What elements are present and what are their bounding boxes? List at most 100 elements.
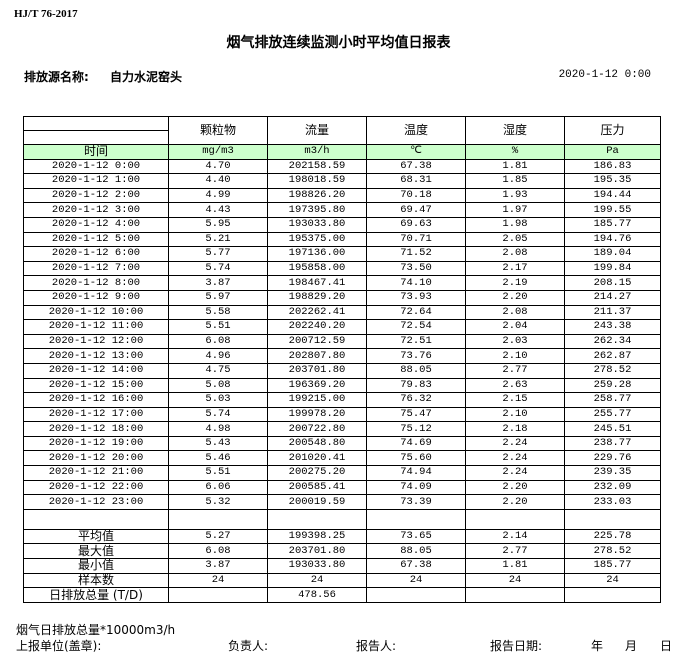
source-label: 排放源名称: <box>24 70 89 84</box>
summary-value: 24 <box>366 572 466 589</box>
value-cell: 262.87 <box>564 348 661 364</box>
value-cell: 200548.80 <box>267 435 367 452</box>
value-cell: 5.21 <box>168 231 268 248</box>
year-label: 年 <box>591 639 604 653</box>
value-cell: 238.77 <box>564 435 661 452</box>
header-row <box>23 130 661 145</box>
value-cell: 6.06 <box>168 479 268 496</box>
time-cell: 2020-1-12 9:00 <box>23 289 169 306</box>
value-cell: 74.94 <box>366 465 466 481</box>
value-cell: 5.08 <box>168 377 268 394</box>
time-cell: 2020-1-12 3:00 <box>23 202 169 218</box>
responsible-label: 负责人: <box>228 639 269 653</box>
summary-label: 日排放总量 (T/D) <box>23 587 169 603</box>
value-cell: 232.09 <box>564 479 661 496</box>
value-cell: 2.24 <box>465 435 565 452</box>
time-cell: 2020-1-12 4:00 <box>23 216 169 233</box>
value-cell: 5.43 <box>168 435 268 452</box>
table-row: 2020-1-12 23:00 5.32 200019.59 73.39 2.20 233… <box>23 494 661 510</box>
value-cell: 1.85 <box>465 173 565 189</box>
summary-value: 199398.25 <box>267 528 367 545</box>
value-cell: 233.03 <box>564 494 661 510</box>
time-cell: 2020-1-12 10:00 <box>23 304 169 321</box>
summary-label: 最小值 <box>23 558 169 574</box>
value-cell: 1.93 <box>465 187 565 204</box>
summary-value: 278.52 <box>564 543 661 560</box>
value-cell: 208.15 <box>564 275 661 291</box>
table-row: 2020-1-12 19:00 5.43 200548.80 74.69 2.24 238… <box>23 435 661 452</box>
value-cell: 79.83 <box>366 377 466 394</box>
table-row: 2020-1-12 9:00 5.97 198829.20 73.93 2.20 214.… <box>23 289 661 306</box>
header-row: 颗粒物 流量 温度 湿度 压力 <box>23 116 661 145</box>
value-cell: 245.51 <box>564 421 661 437</box>
value-cell: 69.63 <box>366 216 466 233</box>
value-cell: 2.05 <box>465 231 565 248</box>
summary-value: 203701.80 <box>267 543 367 560</box>
summary-value: 24 <box>465 572 565 589</box>
table-row: 2020-1-12 10:00 5.58 202262.41 72.64 2.08 211… <box>23 304 661 321</box>
value-cell: 1.98 <box>465 216 565 233</box>
value-cell: 262.34 <box>564 333 661 350</box>
summary-value: 5.27 <box>168 528 268 545</box>
value-cell: 88.05 <box>366 362 466 379</box>
table-row: 2020-1-12 3:00 4.43 197395.80 69.47 1.97 199.… <box>23 202 661 218</box>
column-header: 压力 <box>564 116 661 145</box>
value-cell: 2.17 <box>465 260 565 277</box>
value-cell: 4.99 <box>168 187 268 204</box>
value-cell: 67.38 <box>366 158 466 175</box>
time-cell: 2020-1-12 21:00 <box>23 465 169 481</box>
value-cell: 196369.20 <box>267 377 367 394</box>
table-row: 2020-1-12 13:00 4.96 202807.80 73.76 2.10 262… <box>23 348 661 364</box>
value-cell: 5.32 <box>168 494 268 510</box>
value-cell: 199.55 <box>564 202 661 218</box>
value-cell: 1.81 <box>465 158 565 175</box>
value-cell: 3.87 <box>168 275 268 291</box>
value-cell: 200019.59 <box>267 494 367 510</box>
summary-value: 24 <box>168 572 268 589</box>
value-cell: 2.20 <box>465 289 565 306</box>
value-cell: 195.35 <box>564 173 661 189</box>
value-cell: 199978.20 <box>267 406 367 423</box>
value-cell: 2.24 <box>465 450 565 467</box>
value-cell: 73.93 <box>366 289 466 306</box>
value-cell: 2.24 <box>465 465 565 481</box>
table-row: 2020-1-12 1:00 4.40 198018.59 68.31 1.85 195.… <box>23 173 661 189</box>
value-cell: 202158.59 <box>267 158 367 175</box>
summary-value: 225.78 <box>564 528 661 545</box>
value-cell: 198829.20 <box>267 289 367 306</box>
summary-value: 73.65 <box>366 528 466 545</box>
report-title: 烟气排放连续监测小时平均值日报表 <box>226 35 451 51</box>
value-cell: 200275.20 <box>267 465 367 481</box>
time-cell: 2020-1-12 20:00 <box>23 450 169 467</box>
header-blank <box>23 116 169 131</box>
summary-row: 最小值 3.87 193033.80 67.38 1.81 185.77 <box>23 558 661 574</box>
value-cell: 201020.41 <box>267 450 367 467</box>
value-cell: 198467.41 <box>267 275 367 291</box>
summary-value: 193033.80 <box>267 558 367 574</box>
value-cell: 198018.59 <box>267 173 367 189</box>
summary-value: 67.38 <box>366 558 466 574</box>
value-cell: 4.98 <box>168 421 268 437</box>
summary-label: 样本数 <box>23 572 169 589</box>
value-cell: 2.77 <box>465 362 565 379</box>
time-cell: 2020-1-12 0:00 <box>23 158 169 175</box>
header-blank <box>23 130 169 145</box>
summary-label: 平均值 <box>23 528 169 545</box>
summary-value: 185.77 <box>564 558 661 574</box>
standard-code: HJ/T 76-2017 <box>14 8 78 20</box>
value-cell: 5.77 <box>168 246 268 262</box>
table-row: 2020-1-12 4:00 5.95 193033.80 69.63 1.98 185.… <box>23 216 661 233</box>
summary-row: 平均值 5.27 199398.25 73.65 2.14 225.78 <box>23 528 661 545</box>
table-row: 2020-1-12 6:00 5.77 197136.00 71.52 2.08 189.… <box>23 246 661 262</box>
value-cell: 68.31 <box>366 173 466 189</box>
report-date-label: 报告日期: <box>490 639 543 653</box>
table-row: 2020-1-12 7:00 5.74 195858.00 73.50 2.17 199.… <box>23 260 661 277</box>
summary-value: 24 <box>267 572 367 589</box>
unit-cell: Pa <box>564 144 661 160</box>
value-cell: 5.97 <box>168 289 268 306</box>
value-cell: 194.44 <box>564 187 661 204</box>
value-cell: 197136.00 <box>267 246 367 262</box>
summary-value: 88.05 <box>366 543 466 560</box>
value-cell: 186.83 <box>564 158 661 175</box>
time-cell: 2020-1-12 7:00 <box>23 260 169 277</box>
